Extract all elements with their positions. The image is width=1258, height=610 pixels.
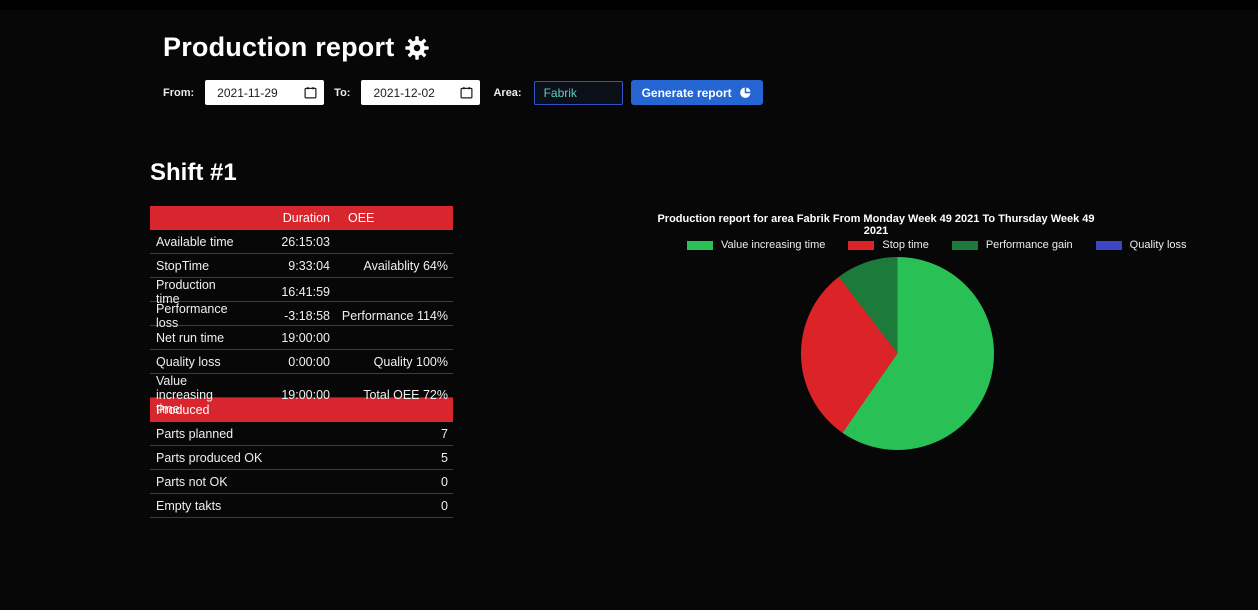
table-row: Parts planned 7 bbox=[150, 422, 453, 446]
chart-legend: Value increasing time Stop time Performa… bbox=[687, 239, 1210, 251]
from-date-input[interactable]: 2021-11-29 bbox=[205, 80, 325, 105]
row-duration: -3:18:58 bbox=[284, 309, 330, 323]
area-input[interactable]: Fabrik bbox=[533, 80, 623, 105]
table-row: Production time 16:41:59 bbox=[150, 278, 453, 306]
row-label: Parts produced OK bbox=[156, 450, 263, 465]
row-duration: 26:15:03 bbox=[281, 234, 330, 249]
top-bar bbox=[0, 0, 1258, 10]
row-oee: Quality 100% bbox=[373, 354, 448, 369]
legend-swatch bbox=[687, 240, 713, 250]
legend-item-quality-loss[interactable]: Quality loss bbox=[1095, 239, 1187, 251]
legend-swatch bbox=[1095, 240, 1122, 250]
legend-item-stop-time[interactable]: Stop time bbox=[848, 239, 929, 251]
header-oee: OEE bbox=[348, 211, 375, 225]
row-label: StopTime bbox=[156, 258, 210, 273]
legend-swatch bbox=[951, 240, 978, 250]
pie-chart-icon bbox=[739, 86, 752, 99]
row-label: Production time bbox=[156, 278, 216, 306]
produced-header-label: Produced bbox=[156, 403, 210, 417]
table-row: Value increasing time 19:00:00 Total OEE… bbox=[150, 374, 453, 416]
table-row: Empty takts 0 bbox=[150, 494, 453, 518]
legend-label: Quality loss bbox=[1129, 239, 1187, 251]
row-oee: Availablity 64% bbox=[363, 258, 448, 273]
calendar-icon[interactable] bbox=[304, 86, 317, 99]
row-oee: Performance 114% bbox=[341, 309, 448, 323]
header-duration: Duration bbox=[282, 211, 330, 225]
row-label: Parts planned bbox=[156, 426, 234, 441]
row-duration: 19:00:00 bbox=[281, 330, 330, 345]
table-row: StopTime 9:33:04 Availablity 64% bbox=[150, 254, 453, 278]
page-title: Production report bbox=[163, 32, 430, 63]
legend-item-performance-gain[interactable]: Performance gain bbox=[951, 239, 1073, 251]
oee-table: Duration OEE Available time 26:15:03 Sto… bbox=[150, 206, 453, 518]
table-row: Available time 26:15:03 bbox=[150, 230, 453, 254]
row-label: Empty takts bbox=[156, 498, 222, 513]
chart-title: Production report for area Fabrik From M… bbox=[657, 213, 1095, 237]
row-label: Net run time bbox=[156, 330, 225, 345]
to-label: To: bbox=[334, 86, 351, 99]
from-date-value: 2021-11-29 bbox=[217, 85, 278, 100]
row-duration: 16:41:59 bbox=[281, 285, 330, 299]
table-row: Performance loss -3:18:58 Performance 11… bbox=[150, 302, 453, 330]
table-row: Parts not OK 0 bbox=[150, 470, 453, 494]
area-value: Fabrik bbox=[543, 85, 577, 100]
row-duration: 9:33:04 bbox=[288, 258, 330, 273]
page-title-text: Production report bbox=[163, 32, 395, 62]
row-oee: Total OEE 72% bbox=[363, 388, 448, 402]
row-label: Performance loss bbox=[156, 302, 228, 330]
legend-label: Value increasing time bbox=[721, 239, 826, 251]
calendar-icon[interactable] bbox=[460, 86, 473, 99]
table-row: Parts produced OK 5 bbox=[150, 446, 453, 470]
legend-label: Stop time bbox=[882, 239, 929, 251]
row-value: 0 bbox=[441, 498, 448, 513]
table-header-row: Duration OEE bbox=[150, 206, 453, 230]
generate-report-button[interactable]: Generate report bbox=[630, 80, 763, 105]
produced-header-row: Produced bbox=[150, 398, 453, 422]
row-value: 7 bbox=[441, 426, 448, 441]
shift-title: Shift #1 bbox=[150, 159, 237, 186]
row-label: Available time bbox=[156, 234, 234, 249]
settings-gear-icon[interactable] bbox=[404, 35, 430, 61]
filter-bar: From: 2021-11-29 To: 2021-12-02 bbox=[163, 80, 763, 105]
from-label: From: bbox=[163, 86, 195, 99]
table-row: Net run time 19:00:00 bbox=[150, 326, 453, 350]
row-value: 5 bbox=[441, 450, 448, 465]
row-duration: 0:00:00 bbox=[288, 354, 330, 369]
legend-item-value-increasing-time[interactable]: Value increasing time bbox=[687, 239, 825, 251]
row-value: 0 bbox=[441, 474, 448, 489]
to-date-input[interactable]: 2021-12-02 bbox=[361, 80, 481, 105]
legend-label: Performance gain bbox=[985, 239, 1073, 251]
table-row: Quality loss 0:00:00 Quality 100% bbox=[150, 350, 453, 374]
to-date-value: 2021-12-02 bbox=[373, 85, 435, 100]
pie-chart bbox=[801, 257, 994, 450]
row-label: Parts not OK bbox=[156, 474, 228, 489]
row-label: Quality loss bbox=[156, 354, 221, 369]
generate-report-label: Generate report bbox=[641, 85, 732, 100]
row-label: Value increasing time bbox=[156, 374, 213, 416]
row-duration: 19:00:00 bbox=[281, 388, 330, 402]
area-label: Area: bbox=[493, 86, 522, 99]
legend-swatch bbox=[848, 240, 875, 250]
